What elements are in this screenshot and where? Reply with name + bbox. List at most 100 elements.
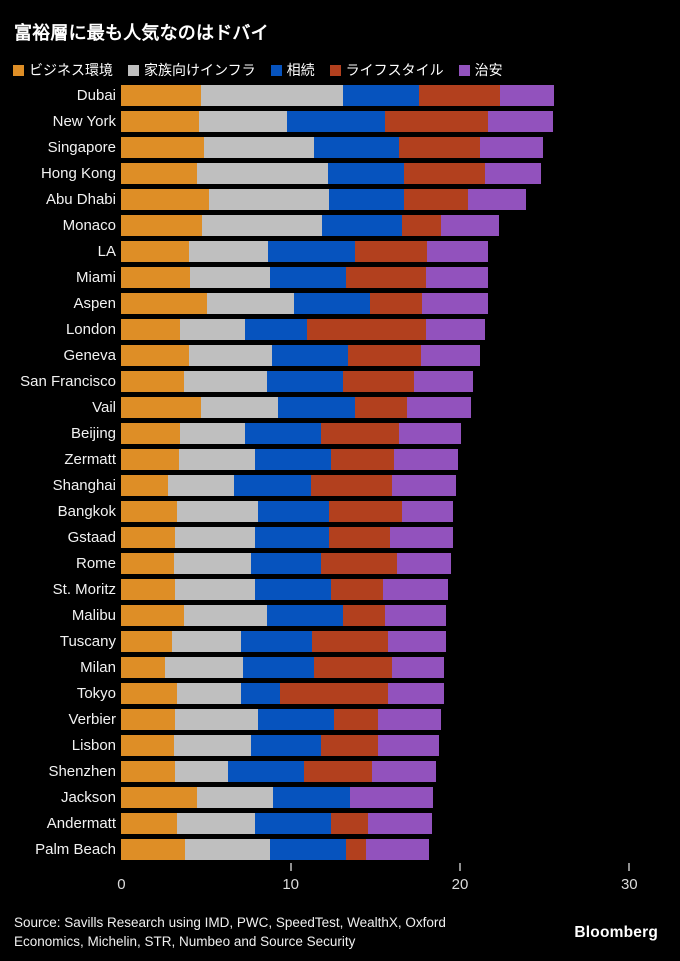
bar-segment-safety bbox=[402, 501, 453, 522]
bar-segment-safety bbox=[390, 527, 453, 548]
bar-segment-family-infra bbox=[190, 267, 270, 288]
bar-segment-safety bbox=[427, 241, 489, 262]
bar-segment-family-infra bbox=[176, 813, 255, 834]
bar-segment-business bbox=[121, 813, 177, 834]
bar-segment-business bbox=[121, 449, 179, 470]
bar-segment-family-infra bbox=[209, 189, 330, 210]
bar-segment-business bbox=[121, 787, 198, 808]
bar-segment-family-infra bbox=[168, 475, 235, 496]
bar-segment-lifestyle bbox=[403, 189, 468, 210]
bar-segment-inheritance bbox=[327, 163, 404, 184]
bar-segment-inheritance bbox=[251, 735, 321, 756]
legend-swatch-icon bbox=[13, 64, 24, 76]
bloomberg-logo: Bloomberg bbox=[574, 924, 658, 941]
bar-segment-business bbox=[121, 553, 174, 574]
row-label: London bbox=[65, 321, 116, 338]
row-label: Hong Kong bbox=[40, 165, 116, 182]
row-label: Jackson bbox=[60, 789, 116, 806]
bar-row bbox=[121, 501, 453, 522]
bar-segment-business bbox=[121, 423, 181, 444]
bar-row bbox=[121, 553, 452, 574]
bar-segment-inheritance bbox=[244, 423, 321, 444]
bar-segment-safety bbox=[479, 137, 543, 158]
legend-item-lifestyle: ライフスタイル bbox=[329, 60, 444, 80]
legend-label: 相続 bbox=[286, 62, 315, 78]
bar-segment-business bbox=[121, 657, 165, 678]
row-label: St. Moritz bbox=[52, 581, 116, 598]
bar-segment-family-infra bbox=[198, 111, 287, 132]
bar-segment-inheritance bbox=[254, 527, 330, 548]
bar-row bbox=[121, 111, 553, 132]
bar-segment-business bbox=[121, 397, 201, 418]
x-axis-tick bbox=[628, 863, 631, 871]
bar-row bbox=[121, 579, 448, 600]
row-label: Andermatt bbox=[46, 815, 116, 832]
bar-segment-safety bbox=[398, 423, 462, 444]
x-axis-tick-label: 0 bbox=[117, 876, 126, 893]
page-title: 富裕層に最も人気なのはドバイ bbox=[14, 23, 269, 43]
bar-row bbox=[121, 839, 430, 860]
row-label: Dubai bbox=[76, 87, 116, 104]
bar-segment-inheritance bbox=[273, 787, 350, 808]
bar-segment-family-infra bbox=[178, 449, 255, 470]
legend-swatch-icon bbox=[128, 64, 139, 76]
bar-segment-safety bbox=[368, 813, 433, 834]
bar-segment-inheritance bbox=[314, 137, 399, 158]
bar-segment-safety bbox=[488, 111, 553, 132]
bar-segment-inheritance bbox=[254, 813, 331, 834]
bar-segment-inheritance bbox=[241, 631, 313, 652]
bar-segment-business bbox=[121, 683, 177, 704]
bar-segment-family-infra bbox=[188, 345, 272, 366]
bar-segment-business bbox=[121, 215, 203, 236]
bar-segment-safety bbox=[378, 735, 440, 756]
bar-segment-safety bbox=[385, 605, 446, 626]
bar-segment-family-infra bbox=[185, 839, 270, 860]
source-line-1: Source: Savills Research using IMD, PWC,… bbox=[14, 915, 446, 930]
bar-segment-safety bbox=[467, 189, 526, 210]
source-line-2: Economics, Michelin, STR, Numbeo and Sou… bbox=[14, 934, 356, 949]
bar-row bbox=[121, 215, 499, 236]
bar-segment-family-infra bbox=[175, 709, 259, 730]
bar-row bbox=[121, 371, 474, 392]
row-label: San Francisco bbox=[20, 373, 116, 390]
legend-item-business: ビジネス環境 bbox=[13, 60, 113, 80]
x-axis-tick-label: 30 bbox=[620, 876, 638, 893]
bar-segment-safety bbox=[420, 345, 480, 366]
bar-segment-inheritance bbox=[268, 241, 355, 262]
bar-segment-safety bbox=[391, 475, 457, 496]
bar-segment-lifestyle bbox=[329, 527, 391, 548]
x-axis-tick bbox=[459, 863, 461, 871]
bar-segment-safety bbox=[388, 683, 445, 704]
bar-segment-business bbox=[121, 735, 174, 756]
bar-row bbox=[121, 735, 440, 756]
row-label: New York bbox=[52, 113, 116, 130]
bar-row bbox=[121, 527, 453, 548]
bar-segment-safety bbox=[425, 267, 489, 288]
row-label: Singapore bbox=[47, 139, 116, 156]
bar-segment-business bbox=[121, 761, 176, 782]
legend-label: 治安 bbox=[474, 62, 503, 78]
bar-row bbox=[121, 423, 462, 444]
row-label: Abu Dhabi bbox=[45, 191, 116, 208]
bar-segment-inheritance bbox=[286, 111, 386, 132]
bar-row bbox=[121, 241, 489, 262]
bar-segment-business bbox=[121, 839, 186, 860]
bar-segment-family-infra bbox=[173, 735, 252, 756]
bar-segment-lifestyle bbox=[418, 85, 501, 106]
row-label: Tuscany bbox=[59, 633, 116, 650]
bar-segment-inheritance bbox=[322, 215, 403, 236]
bar-segment-business bbox=[121, 475, 169, 496]
bar-segment-family-infra bbox=[173, 553, 252, 574]
bar-segment-lifestyle bbox=[347, 345, 421, 366]
bar-segment-lifestyle bbox=[320, 553, 397, 574]
bar-segment-business bbox=[121, 605, 184, 626]
bar-segment-lifestyle bbox=[342, 605, 386, 626]
bar-segment-family-infra bbox=[207, 293, 294, 314]
bar-segment-lifestyle bbox=[320, 423, 399, 444]
bar-segment-safety bbox=[391, 657, 445, 678]
bar-segment-safety bbox=[349, 787, 433, 808]
bar-segment-lifestyle bbox=[346, 267, 426, 288]
bar-segment-business bbox=[121, 709, 176, 730]
row-label: Milan bbox=[80, 659, 116, 676]
bar-segment-lifestyle bbox=[310, 475, 392, 496]
